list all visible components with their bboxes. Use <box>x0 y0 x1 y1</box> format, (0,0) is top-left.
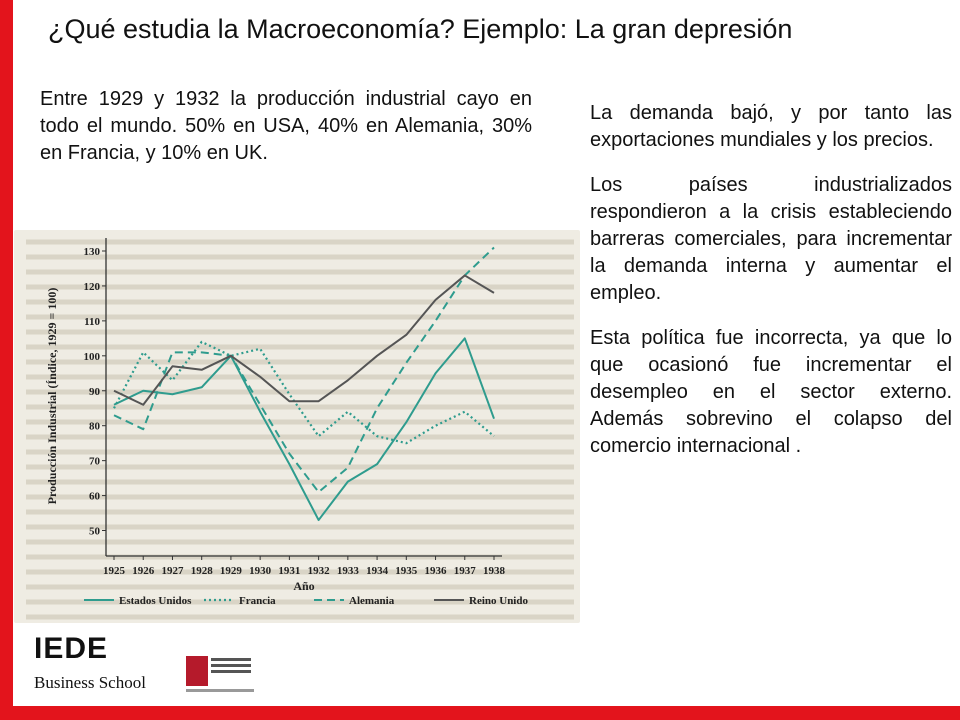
x-tick-label: 1925 <box>103 565 126 577</box>
legend-label: Alemania <box>349 595 395 607</box>
iede-logo: IEDE <box>34 632 109 665</box>
x-tick-label: 1928 <box>191 565 214 577</box>
x-tick-label: 1927 <box>161 565 184 577</box>
slide-title: ¿Qué estudia la Macroeconomía? Ejemplo: … <box>48 14 793 44</box>
y-tick-label: 80 <box>89 421 101 433</box>
x-tick-label: 1937 <box>454 565 477 577</box>
intro-paragraph: Entre 1929 y 1932 la producción industri… <box>40 88 532 164</box>
x-tick-label: 1936 <box>425 565 448 577</box>
y-tick-label: 70 <box>89 456 101 468</box>
y-tick-label: 100 <box>84 351 101 363</box>
legend-label: Reino Unido <box>469 595 528 607</box>
business-school-label: Business School <box>34 673 146 692</box>
series-line-reino-unido <box>113 274 495 406</box>
x-tick-label: 1926 <box>132 565 155 577</box>
y-tick-label: 110 <box>84 316 100 328</box>
x-tick-label: 1930 <box>249 565 272 577</box>
y-tick-label: 120 <box>84 281 101 293</box>
x-tick-label: 1931 <box>278 565 300 577</box>
paragraph-policy-outcome: Esta política fue incorrecta, ya que lo … <box>590 327 952 457</box>
chart-svg: 50 60 70 80 90 100 110 120 130 1925 1926 1927 1928 19… <box>26 238 574 620</box>
x-tick-label: 1938 <box>483 565 506 577</box>
left-accent-bar <box>0 0 13 720</box>
paragraph-trade-barriers: Los países industrializados respondieron… <box>590 174 952 304</box>
y-tick-label: 90 <box>89 386 101 398</box>
right-text-column: La demanda bajó, y por tanto las exporta… <box>590 100 952 478</box>
y-tick-label: 130 <box>84 246 101 258</box>
university-logo <box>186 656 254 696</box>
legend-label: Estados Unidos <box>119 595 192 607</box>
y-tick-label: 50 <box>89 526 101 538</box>
series-line-alemania <box>113 246 495 494</box>
x-tick-label: 1932 <box>308 565 331 577</box>
series-line-francia <box>113 340 495 445</box>
y-tick-label: 60 <box>89 491 101 503</box>
x-tick-label: 1929 <box>220 565 243 577</box>
x-axis-label: Año <box>293 579 314 593</box>
y-axis-label: Producción Industrial (Índice, 1929 = 10… <box>45 288 59 505</box>
logo-area: IEDE Business School <box>14 626 254 706</box>
industrial-production-chart: 50 60 70 80 90 100 110 120 130 1925 1926 1927 1928 19… <box>14 230 580 623</box>
bottom-accent-bar <box>0 706 960 720</box>
series-line-estados-unidos <box>113 337 495 522</box>
x-tick-label: 1933 <box>337 565 360 577</box>
paragraph-demand: La demanda bajó, y por tanto las exporta… <box>590 102 952 151</box>
x-tick-label: 1934 <box>366 565 389 577</box>
x-tick-label: 1935 <box>395 565 418 577</box>
legend-label: Francia <box>239 595 276 607</box>
